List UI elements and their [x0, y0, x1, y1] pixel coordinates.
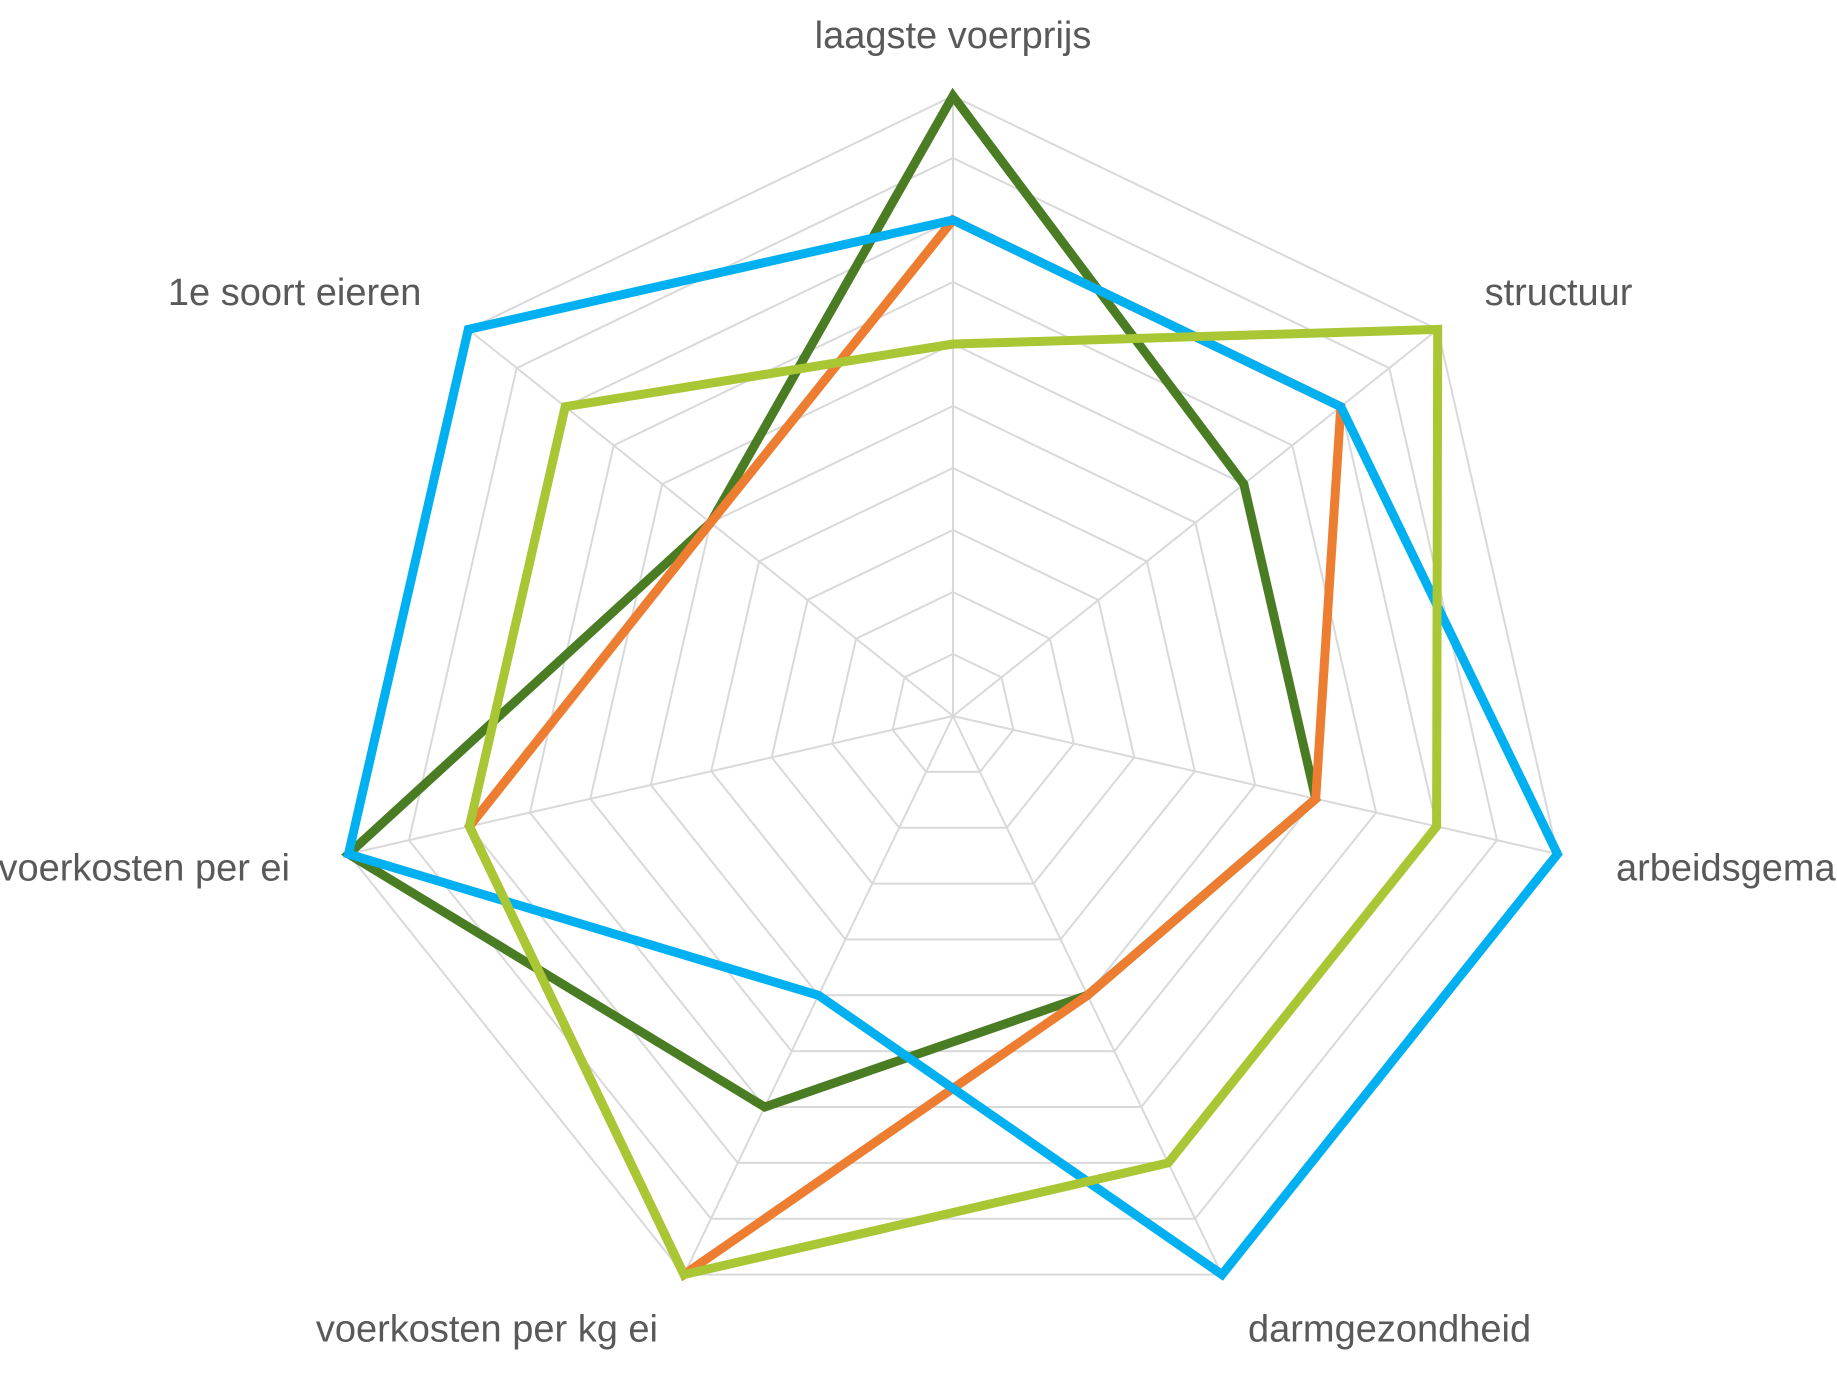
axis-label: voerkosten per kg ei — [316, 1309, 658, 1351]
axis-label: 1e soort eieren — [168, 272, 422, 314]
axis-labels: laagste voerprijs structuur arbeidsgemak da… — [0, 15, 1837, 1351]
axis-label: arbeidsgemak — [1616, 847, 1837, 889]
grid-ring — [710, 466, 1196, 941]
grid-ring — [891, 652, 1015, 773]
series-line-2 — [464, 214, 1346, 1282]
grid-ring — [831, 590, 1075, 829]
axis-label: laagste voerprijs — [815, 15, 1092, 57]
grid-ring — [649, 404, 1257, 997]
axis-label: structuur — [1485, 272, 1633, 314]
axis-label: voerkosten per ei — [0, 847, 290, 889]
series-line-4 — [464, 324, 1443, 1280]
radar-series — [341, 87, 1563, 1282]
grid-ring — [770, 528, 1136, 885]
axis-label: darmgezondheid — [1248, 1309, 1531, 1351]
series-line-3 — [343, 215, 1563, 1281]
series-line-1 — [341, 87, 1321, 1112]
grid-ring — [407, 156, 1499, 1220]
grid-ring — [528, 280, 1378, 1108]
